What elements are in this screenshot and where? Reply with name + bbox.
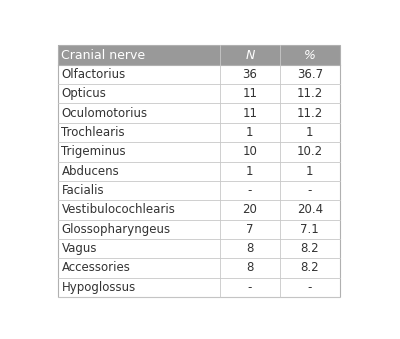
Bar xyxy=(58,200,340,220)
Text: Accessories: Accessories xyxy=(62,261,130,275)
Text: 11: 11 xyxy=(242,87,257,100)
Text: Vestibulocochlearis: Vestibulocochlearis xyxy=(62,203,175,216)
Text: 1: 1 xyxy=(306,165,314,178)
Bar xyxy=(58,258,340,278)
Text: 8: 8 xyxy=(246,261,254,275)
Text: Opticus: Opticus xyxy=(62,87,106,100)
Text: 1: 1 xyxy=(306,126,314,139)
Text: 11.2: 11.2 xyxy=(297,107,323,120)
Text: 8: 8 xyxy=(246,242,254,255)
Text: 1: 1 xyxy=(246,126,254,139)
Bar xyxy=(58,123,340,142)
Text: -: - xyxy=(248,281,252,294)
Text: Trigeminus: Trigeminus xyxy=(62,145,126,158)
Text: Hypoglossus: Hypoglossus xyxy=(62,281,136,294)
Text: 20: 20 xyxy=(242,203,257,216)
Text: -: - xyxy=(308,184,312,197)
Text: 36: 36 xyxy=(242,68,257,81)
Bar xyxy=(58,103,340,123)
Text: 10.2: 10.2 xyxy=(297,145,323,158)
Bar xyxy=(58,65,340,84)
Bar xyxy=(58,278,340,297)
Text: 7.1: 7.1 xyxy=(300,223,319,236)
Bar xyxy=(58,181,340,200)
Text: N: N xyxy=(245,48,254,62)
Text: 36.7: 36.7 xyxy=(297,68,323,81)
Text: 8.2: 8.2 xyxy=(300,261,319,275)
Text: 11: 11 xyxy=(242,107,257,120)
Bar xyxy=(58,220,340,239)
Bar xyxy=(58,161,340,181)
Text: Olfactorius: Olfactorius xyxy=(62,68,126,81)
Text: 7: 7 xyxy=(246,223,254,236)
Bar xyxy=(58,239,340,258)
Text: 20.4: 20.4 xyxy=(297,203,323,216)
Bar xyxy=(58,142,340,161)
Text: Vagus: Vagus xyxy=(62,242,97,255)
Text: -: - xyxy=(308,281,312,294)
Text: 10: 10 xyxy=(242,145,257,158)
Text: Oculomotorius: Oculomotorius xyxy=(62,107,148,120)
Text: 1: 1 xyxy=(246,165,254,178)
Text: Trochlearis: Trochlearis xyxy=(62,126,125,139)
Text: Abducens: Abducens xyxy=(62,165,119,178)
Text: 8.2: 8.2 xyxy=(300,242,319,255)
Bar xyxy=(58,45,340,65)
Bar xyxy=(58,84,340,103)
Text: Facialis: Facialis xyxy=(62,184,104,197)
Text: %: % xyxy=(304,48,316,62)
Text: -: - xyxy=(248,184,252,197)
Text: Cranial nerve: Cranial nerve xyxy=(62,48,146,62)
Text: Glossopharyngeus: Glossopharyngeus xyxy=(62,223,170,236)
Text: 11.2: 11.2 xyxy=(297,87,323,100)
